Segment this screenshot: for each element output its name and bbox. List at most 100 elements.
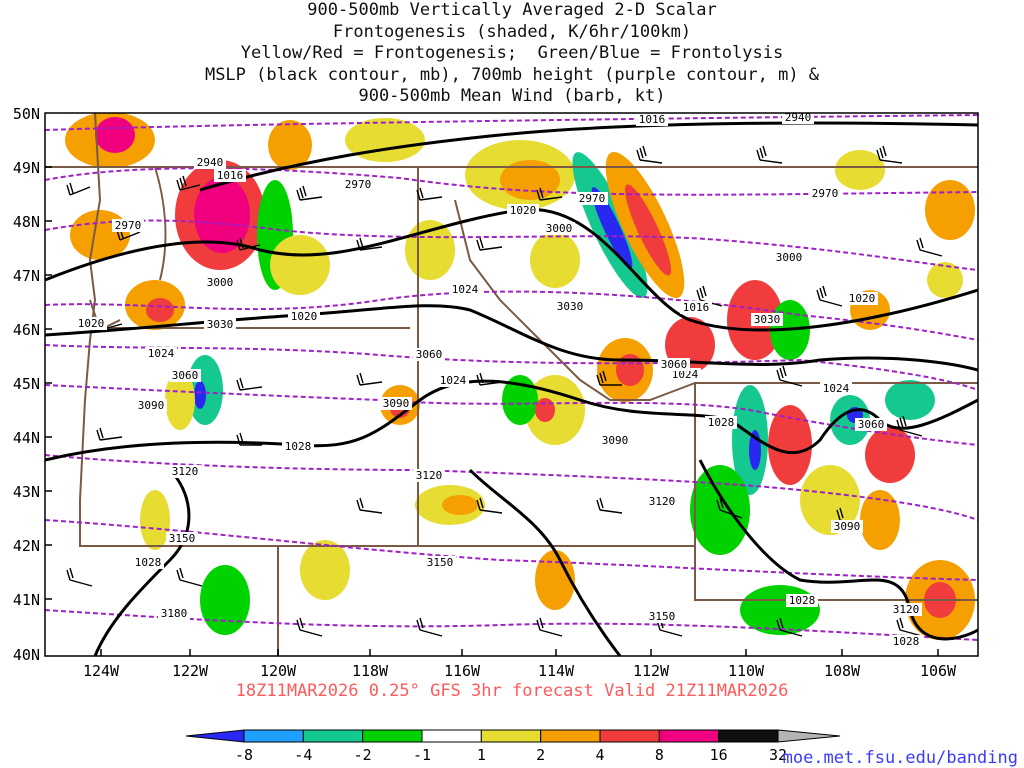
lon-label: 122W — [172, 662, 209, 680]
height-label: 3030 — [754, 313, 781, 326]
mslp-label: 1028 — [789, 594, 816, 607]
height-label: 3180 — [161, 607, 188, 620]
mslp-label: 1024 — [440, 374, 467, 387]
lon-label: 112W — [633, 662, 670, 680]
mslp-label: 1024 — [452, 283, 479, 296]
height-label: 3030 — [207, 318, 234, 331]
colorbar: -8 -4 -2 -1 1 2 4 8 16 32 — [185, 729, 841, 764]
colorbar-segment — [302, 729, 364, 743]
colorbar-tick-label: 1 — [477, 746, 486, 764]
height-label: 3060 — [858, 418, 885, 431]
height-label: 3150 — [427, 556, 454, 569]
lat-label: 46N — [13, 321, 40, 339]
height-label: 3120 — [893, 603, 920, 616]
height-label: 2970 — [345, 178, 372, 191]
lat-label: 50N — [13, 105, 40, 123]
lon-label: 124W — [83, 662, 120, 680]
lon-label: 106W — [920, 662, 957, 680]
map-title: 900-500mb Vertically Averaged 2-D Scalar… — [0, 0, 1024, 108]
title-line-4: MSLP (black contour, mb), 700mb height (… — [204, 64, 820, 85]
height-label: 3090 — [602, 434, 629, 447]
colorbar-right-triangle — [777, 729, 841, 743]
colorbar-tick-label: 8 — [655, 746, 664, 764]
colorbar-tick-label: -8 — [235, 746, 253, 764]
mslp-label: 1028 — [285, 440, 312, 453]
height-label: 2970 — [579, 192, 606, 205]
colorbar-tick-label: -4 — [294, 746, 312, 764]
height-label: 2970 — [115, 219, 142, 232]
title-line-1: 900-500mb Vertically Averaged 2-D Scalar — [307, 0, 717, 20]
lon-label: 120W — [260, 662, 297, 680]
lon-label: 110W — [728, 662, 765, 680]
colorbar-tick-label: 16 — [710, 746, 728, 764]
mslp-label: 1024 — [148, 347, 175, 360]
credit-link[interactable]: moe.met.fsu.edu/banding — [782, 748, 1018, 768]
height-label: 2940 — [785, 111, 812, 124]
colorbar-segment — [540, 729, 601, 743]
lat-label: 43N — [13, 483, 40, 501]
height-label: 3060 — [172, 369, 199, 382]
latitude-axis: 50N 49N 48N 47N 46N 45N 44N 43N 42N 41N … — [13, 105, 40, 664]
colorbar-segment — [362, 729, 423, 743]
height-label: 3090 — [383, 397, 410, 410]
mslp-label: 1028 — [893, 635, 920, 648]
lon-label: 118W — [352, 662, 389, 680]
height-label: 3120 — [416, 469, 443, 482]
mslp-label: 1020 — [78, 317, 105, 330]
colorbar-segment — [658, 729, 720, 743]
colorbar-tick-label: -2 — [354, 746, 372, 764]
height-label: 2940 — [197, 156, 224, 169]
colorbar-tick-label: 2 — [536, 746, 545, 764]
mslp-label: 1016 — [639, 113, 666, 126]
mslp-label: 1020 — [291, 310, 318, 323]
mslp-label: 1024 — [823, 382, 850, 395]
height-label: 3060 — [661, 358, 688, 371]
mslp-label: 1024 — [672, 368, 699, 381]
height-label: 3120 — [172, 465, 199, 478]
colorbar-labels: -8 -4 -2 -1 1 2 4 8 16 32 — [235, 746, 787, 764]
lat-label: 44N — [13, 429, 40, 447]
height-label: 2970 — [812, 187, 839, 200]
title-line-3: Yellow/Red = Frontogenesis; Green/Blue =… — [240, 43, 784, 63]
title-line-5: 900-500mb Mean Wind (barb, kt) — [358, 86, 666, 106]
mslp-label: 1020 — [510, 204, 537, 217]
lon-label: 114W — [538, 662, 575, 680]
mslp-label: 1016 — [217, 169, 244, 182]
mslp-label: 1028 — [708, 416, 735, 429]
lat-ticks — [45, 166, 52, 600]
colorbar-segment — [599, 729, 660, 743]
plot-frame — [44, 112, 979, 657]
map-plot-area: 1016 1016 1020 1020 1020 1024 1024 1024 … — [45, 111, 978, 656]
colorbar-tick-label: 4 — [595, 746, 604, 764]
lat-label: 42N — [13, 537, 40, 555]
lat-label: 40N — [13, 646, 40, 664]
height-label: 3150 — [649, 610, 676, 623]
height-label: 3030 — [557, 300, 584, 313]
colorbar-segment — [243, 729, 304, 743]
lat-label: 45N — [13, 375, 40, 393]
lat-label: 41N — [13, 591, 40, 609]
height-label: 3090 — [138, 399, 165, 412]
wind-barbs — [66, 145, 943, 637]
mslp-label: 1020 — [849, 292, 876, 305]
mslp-label: 1016 — [683, 301, 710, 314]
height-label: 3000 — [776, 251, 803, 264]
lat-label: 48N — [13, 213, 40, 231]
height-label: 3120 — [649, 495, 676, 508]
lon-label: 116W — [444, 662, 481, 680]
height-label: 3060 — [416, 348, 443, 361]
lat-label: 47N — [13, 267, 40, 285]
height-label: 3000 — [546, 222, 573, 235]
title-line-2: Frontogenesis (shaded, K/6hr/100km) — [332, 21, 692, 42]
height-label: 3000 — [207, 276, 234, 289]
longitude-axis: 124W 122W 120W 118W 116W 114W 112W 110W … — [83, 662, 957, 680]
mslp-label: 1028 — [135, 556, 162, 569]
colorbar-tick-label: -1 — [413, 746, 431, 764]
colorbar-segment — [718, 729, 779, 743]
colorbar-left-triangle — [185, 729, 245, 743]
lon-ticks — [100, 649, 939, 656]
height-label: 3090 — [834, 520, 861, 533]
height-label: 3150 — [169, 532, 196, 545]
lon-label: 108W — [824, 662, 861, 680]
